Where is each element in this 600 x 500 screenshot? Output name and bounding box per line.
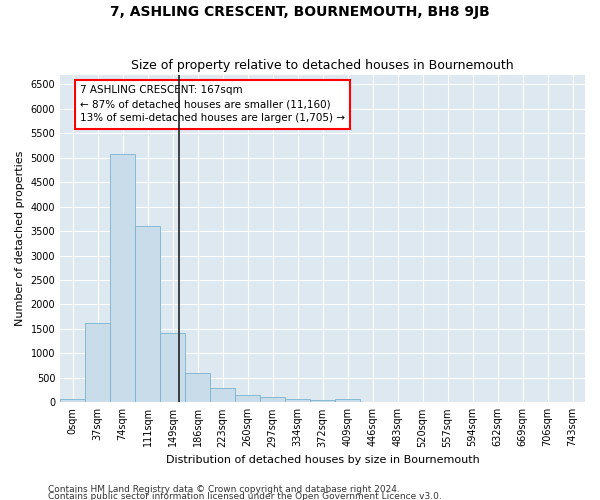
Y-axis label: Number of detached properties: Number of detached properties xyxy=(15,150,25,326)
Bar xyxy=(260,397,285,402)
Text: Contains public sector information licensed under the Open Government Licence v3: Contains public sector information licen… xyxy=(48,492,442,500)
X-axis label: Distribution of detached houses by size in Bournemouth: Distribution of detached houses by size … xyxy=(166,455,479,465)
Bar xyxy=(60,399,85,402)
Bar xyxy=(235,395,260,402)
Bar xyxy=(210,388,235,402)
Bar xyxy=(85,322,110,402)
Bar xyxy=(110,154,135,402)
Text: 7, ASHLING CRESCENT, BOURNEMOUTH, BH8 9JB: 7, ASHLING CRESCENT, BOURNEMOUTH, BH8 9J… xyxy=(110,5,490,19)
Bar xyxy=(310,400,335,402)
Bar xyxy=(335,399,360,402)
Bar xyxy=(185,374,210,402)
Bar xyxy=(135,226,160,402)
Text: 7 ASHLING CRESCENT: 167sqm
← 87% of detached houses are smaller (11,160)
13% of : 7 ASHLING CRESCENT: 167sqm ← 87% of deta… xyxy=(80,86,345,124)
Text: Contains HM Land Registry data © Crown copyright and database right 2024.: Contains HM Land Registry data © Crown c… xyxy=(48,486,400,494)
Bar xyxy=(285,398,310,402)
Title: Size of property relative to detached houses in Bournemouth: Size of property relative to detached ho… xyxy=(131,59,514,72)
Bar xyxy=(160,334,185,402)
